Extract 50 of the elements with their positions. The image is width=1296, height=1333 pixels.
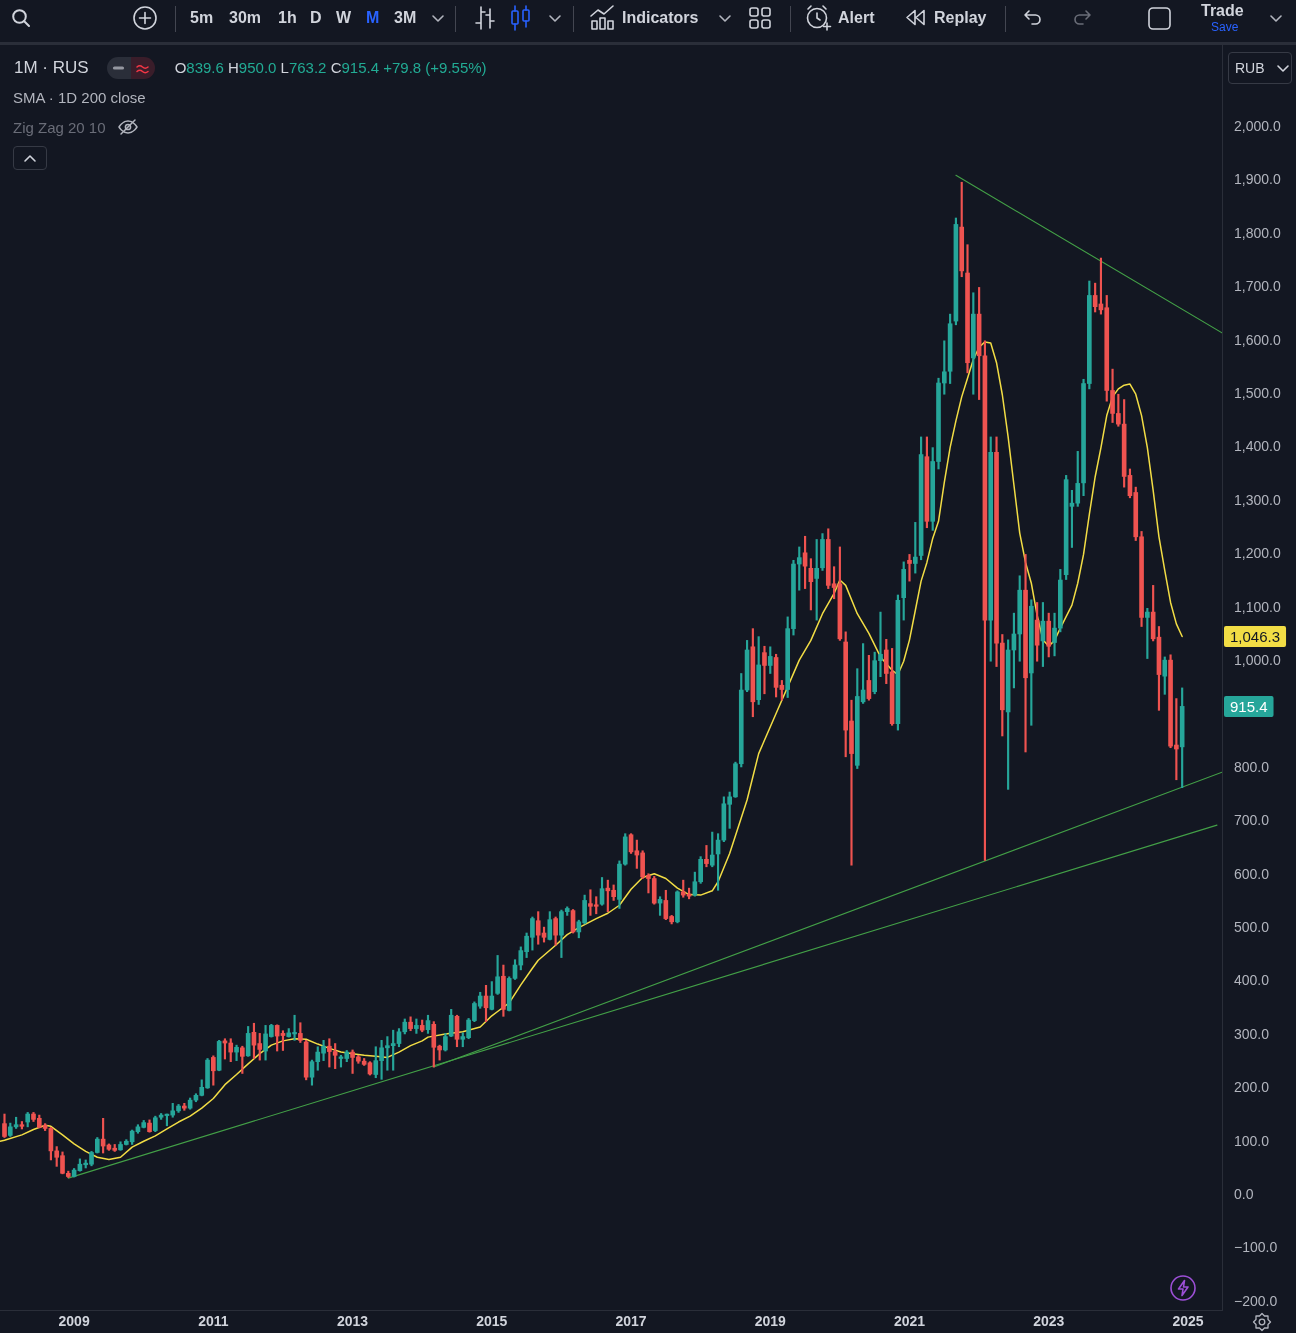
y-tick-label: 1,500.0 [1234, 385, 1281, 402]
y-tick-label: 600.0 [1234, 865, 1270, 882]
annotation: Zig Zag 20 10 [13, 118, 106, 136]
x-tick-label: 2015 [476, 1313, 508, 1330]
y-tick-label: 1,100.0 [1234, 598, 1281, 615]
y-tick-label: 1,400.0 [1234, 438, 1281, 455]
x-tick-label: 2009 [58, 1313, 90, 1330]
x-tick-label: 2019 [754, 1313, 787, 1330]
text: Indicators [622, 9, 699, 26]
y-tick-label: 1,900.0 [1234, 171, 1281, 188]
x-tick-label: 2021 [893, 1313, 926, 1330]
y-tick-label: 1,800.0 [1234, 224, 1281, 241]
text: Save [1211, 20, 1239, 34]
y-tick-label: 0.0 [1234, 1186, 1254, 1203]
y-tick-label: 1,200.0 [1234, 545, 1281, 562]
y-tick-label: 1,700.0 [1234, 278, 1281, 295]
x-tick-label: 2013 [336, 1313, 369, 1330]
y-tick-label: 500.0 [1234, 919, 1270, 936]
text: 30m [229, 9, 262, 26]
text: W [336, 9, 352, 26]
text: 915.4 [1230, 697, 1268, 715]
y-tick-label: 700.0 [1234, 812, 1270, 829]
currency-button: RUB [1228, 52, 1292, 84]
text: Trade [1201, 2, 1244, 19]
annotation: O839.6 H950.0 L763.2 C915.4 +79.8 (+9.55%) [174, 59, 487, 76]
text: Replay [934, 9, 987, 26]
text: SMA · 1D 200 close [13, 87, 146, 108]
y-tick-label: 1,600.0 [1234, 331, 1281, 348]
y-tick-label: 400.0 [1234, 972, 1270, 989]
text: 1h [278, 9, 297, 26]
text: 1,046.3 [1230, 627, 1281, 645]
x-tick-label: 2017 [615, 1313, 647, 1330]
y-tick-label: 200.0 [1234, 1079, 1270, 1096]
x-tick-label: 2023 [1033, 1313, 1065, 1330]
y-tick-label: 1,000.0 [1234, 652, 1281, 669]
y-tick-label: 300.0 [1234, 1025, 1270, 1042]
x-tick-label: 2025 [1172, 1313, 1204, 1330]
text: Alert [838, 9, 875, 26]
y-tick-label: 1,300.0 [1234, 491, 1281, 508]
text: 5m [190, 9, 214, 26]
y-tick-label: 2,000.0 [1234, 118, 1281, 135]
x-tick-label: 2011 [198, 1313, 229, 1330]
text: 1M · RUS [14, 58, 89, 78]
y-tick-label: −200.0 [1234, 1292, 1278, 1309]
text: M [366, 9, 380, 26]
y-tick-label: −100.0 [1234, 1239, 1278, 1256]
text: 3M [394, 9, 417, 26]
y-tick-label: 100.0 [1234, 1132, 1270, 1149]
text: D [310, 9, 322, 26]
y-tick-label: 800.0 [1234, 758, 1270, 775]
